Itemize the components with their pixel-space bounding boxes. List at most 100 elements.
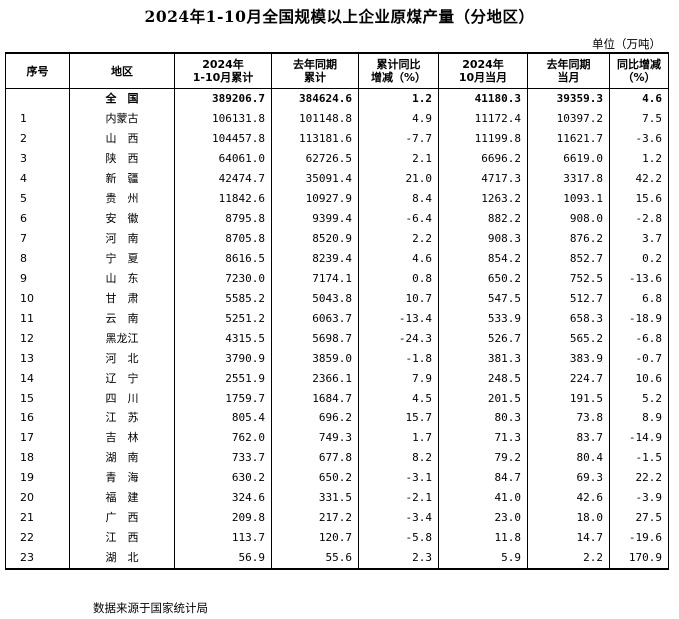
cell-ytd-change: -3.4 [358, 507, 439, 528]
cell-ytd-change: 4.5 [358, 388, 439, 408]
cell-index: 18 [5, 447, 70, 468]
cell-ytd-last-year: 8520.9 [271, 228, 359, 249]
cell-region: 甘 肃 [69, 288, 175, 309]
cell-ytd-last-year: 2366.1 [271, 368, 359, 389]
cell-ytd-2024: 733.7 [174, 447, 272, 468]
cell-index: 6 [5, 208, 70, 229]
cell-ytd-2024: 42474.7 [174, 168, 272, 189]
header-index: 序号 [5, 52, 70, 89]
cell-ytd-2024: 11842.6 [174, 188, 272, 209]
cell-ytd-last-year: 120.7 [271, 527, 359, 548]
cell-ytd-2024: 3790.9 [174, 348, 272, 369]
cell-month-change: 22.2 [609, 467, 669, 488]
cell-month-last-year: 1093.1 [527, 188, 610, 209]
cell-ytd-last-year: 9399.4 [271, 208, 359, 229]
cell-ytd-change: 10.7 [358, 288, 439, 309]
cell-month-change: 8.9 [609, 408, 669, 428]
cell-ytd-2024: 8616.5 [174, 248, 272, 269]
cell-ytd-change: 7.9 [358, 368, 439, 389]
cell-ytd-2024: 106131.8 [174, 108, 272, 129]
cell-month-change: -13.6 [609, 268, 669, 289]
cell-month-2024: 11172.4 [438, 108, 528, 129]
cell-region: 内蒙古 [69, 108, 175, 129]
cell-region: 河 北 [69, 348, 175, 369]
cell-ytd-change: 2.2 [358, 228, 439, 249]
cell-ytd-2024: 805.4 [174, 408, 272, 428]
cell-ytd-change: 1.7 [358, 427, 439, 448]
cell-region: 河 南 [69, 228, 175, 249]
cell-region: 全 国 [69, 88, 175, 109]
cell-region: 宁 夏 [69, 248, 175, 269]
cell-month-change: 170.9 [609, 547, 669, 570]
cell-ytd-change: -24.3 [358, 328, 439, 349]
table-row: 20 福 建 324.6 331.5 -2.1 41.0 42.6 -3.9 [5, 487, 669, 508]
table-row: 14 辽 宁 2551.9 2366.1 7.9 248.5 224.7 10.6 [5, 368, 669, 389]
cell-ytd-last-year: 113181.6 [271, 128, 359, 149]
cell-region: 青 海 [69, 467, 175, 488]
cell-region: 辽 宁 [69, 368, 175, 389]
table-row: 1 内蒙古 106131.8 101148.8 4.9 11172.4 10397.2 7.5 [5, 108, 669, 129]
cell-region: 云 南 [69, 308, 175, 329]
cell-ytd-last-year: 677.8 [271, 447, 359, 468]
cell-ytd-2024: 630.2 [174, 467, 272, 488]
cell-ytd-change: -3.1 [358, 467, 439, 488]
cell-ytd-change: 4.6 [358, 248, 439, 269]
cell-ytd-last-year: 650.2 [271, 467, 359, 488]
table-row: 10 甘 肃 5585.2 5043.8 10.7 547.5 512.7 6.8 [5, 288, 669, 309]
cell-ytd-last-year: 10927.9 [271, 188, 359, 209]
cell-month-2024: 547.5 [438, 288, 528, 309]
cell-region: 吉 林 [69, 427, 175, 448]
cell-ytd-last-year: 384624.6 [271, 88, 359, 109]
cell-month-last-year: 11621.7 [527, 128, 610, 149]
cell-month-2024: 381.3 [438, 348, 528, 369]
cell-ytd-change: 2.1 [358, 148, 439, 169]
header-ytd-last-year: 去年同期 累计 [271, 52, 359, 89]
cell-ytd-2024: 762.0 [174, 427, 272, 448]
cell-ytd-change: 1.2 [358, 88, 439, 109]
cell-month-change: 6.8 [609, 288, 669, 309]
cell-month-change: 15.6 [609, 188, 669, 209]
cell-month-last-year: 69.3 [527, 467, 610, 488]
cell-month-last-year: 39359.3 [527, 88, 610, 109]
cell-ytd-last-year: 6063.7 [271, 308, 359, 329]
cell-region: 湖 北 [69, 547, 175, 570]
cell-index: 10 [5, 288, 70, 309]
cell-month-change: -6.8 [609, 328, 669, 349]
table-row: 17 吉 林 762.0 749.3 1.7 71.3 83.7 -14.9 [5, 427, 669, 448]
cell-month-last-year: 18.0 [527, 507, 610, 528]
cell-ytd-2024: 8795.8 [174, 208, 272, 229]
cell-month-change: -2.8 [609, 208, 669, 229]
cell-month-last-year: 908.0 [527, 208, 610, 229]
cell-month-change: 7.5 [609, 108, 669, 129]
header-month-last-year: 去年同期 当月 [527, 52, 610, 89]
cell-ytd-2024: 389206.7 [174, 88, 272, 109]
cell-index: 13 [5, 348, 70, 369]
unit-label: 单位（万吨） [592, 37, 661, 51]
cell-region: 安 徽 [69, 208, 175, 229]
cell-month-2024: 4717.3 [438, 168, 528, 189]
cell-ytd-change: 15.7 [358, 408, 439, 428]
cell-ytd-last-year: 35091.4 [271, 168, 359, 189]
coal-production-table: 序号 地区 2024年 1-10月累计 去年同期 累计 累计同比 增减（%） 2024… [5, 52, 669, 570]
cell-month-last-year: 658.3 [527, 308, 610, 329]
cell-region: 山 东 [69, 268, 175, 289]
cell-ytd-2024: 4315.5 [174, 328, 272, 349]
cell-ytd-change: -2.1 [358, 487, 439, 508]
cell-ytd-2024: 64061.0 [174, 148, 272, 169]
cell-month-change: 0.2 [609, 248, 669, 269]
cell-month-last-year: 2.2 [527, 547, 610, 570]
cell-month-change: 1.2 [609, 148, 669, 169]
cell-index: 3 [5, 148, 70, 169]
cell-month-change: -18.9 [609, 308, 669, 329]
cell-index: 16 [5, 408, 70, 428]
cell-index: 5 [5, 188, 70, 209]
cell-month-change: -14.9 [609, 427, 669, 448]
cell-month-last-year: 852.7 [527, 248, 610, 269]
cell-month-2024: 79.2 [438, 447, 528, 468]
cell-ytd-last-year: 217.2 [271, 507, 359, 528]
cell-month-last-year: 80.4 [527, 447, 610, 468]
